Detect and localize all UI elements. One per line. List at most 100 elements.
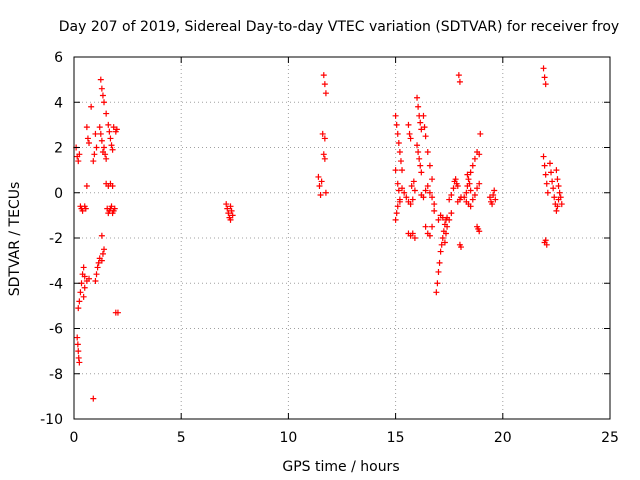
data-point (76, 298, 83, 305)
data-point (548, 169, 555, 176)
data-point (320, 151, 327, 158)
data-point (424, 149, 431, 156)
data-point (90, 158, 97, 165)
data-point (97, 130, 104, 137)
x-tick-label: 10 (279, 430, 297, 446)
data-point (93, 271, 100, 278)
data-point (410, 178, 417, 185)
data-point (320, 72, 327, 79)
data-point (435, 216, 442, 223)
data-point (450, 185, 457, 192)
data-point (80, 264, 87, 271)
data-point (429, 223, 436, 230)
data-point (399, 167, 406, 174)
data-point (476, 180, 483, 187)
data-point (490, 192, 497, 199)
data-point (103, 110, 110, 117)
x-axis-label: GPS time / hours (282, 459, 399, 475)
data-point (429, 194, 436, 201)
data-point (75, 158, 82, 165)
y-axis-label: SDTVAR / TECUs (7, 182, 23, 297)
data-point (421, 124, 428, 131)
data-point (99, 250, 106, 257)
data-point (83, 182, 90, 189)
data-point (492, 196, 499, 203)
data-point (108, 142, 115, 149)
data-point (113, 126, 120, 133)
data-point (74, 334, 81, 341)
data-point (396, 149, 403, 156)
data-point (84, 135, 91, 142)
data-point (98, 137, 105, 144)
data-point (74, 341, 81, 348)
data-point (108, 203, 115, 210)
data-point (411, 235, 418, 241)
data-point (541, 162, 548, 169)
data-point (94, 264, 101, 271)
data-point (544, 189, 551, 196)
data-point (396, 198, 403, 205)
data-point (429, 176, 436, 183)
data-point (76, 359, 83, 366)
data-point (408, 182, 415, 189)
data-point (102, 151, 109, 158)
y-tick-label: -2 (49, 231, 63, 247)
data-point (80, 293, 87, 300)
data-point (435, 268, 442, 275)
data-point (448, 192, 455, 199)
data-point (106, 128, 113, 135)
data-point (557, 194, 564, 201)
data-point (81, 273, 88, 280)
chart-title: Day 207 of 2019, Sidereal Day-to-day VTE… (59, 19, 619, 35)
data-point (401, 189, 408, 196)
y-tick-label: -8 (49, 367, 63, 383)
data-point (420, 112, 427, 119)
data-point (420, 194, 427, 201)
data-point (319, 130, 326, 137)
data-point (555, 182, 562, 189)
data-point (550, 185, 557, 192)
data-point (415, 149, 422, 156)
data-point (438, 241, 445, 248)
y-tick-label: 6 (54, 50, 63, 66)
data-point (411, 187, 418, 194)
data-point (98, 257, 105, 264)
data-point (551, 194, 558, 201)
data-point (394, 180, 401, 187)
data-point (407, 135, 414, 142)
data-point (554, 176, 561, 183)
data-point (491, 187, 498, 194)
data-point (542, 81, 549, 88)
data-point (542, 171, 549, 178)
data-point (321, 135, 328, 142)
data-point (556, 189, 563, 196)
data-point (467, 169, 474, 176)
y-tick-label: -4 (49, 276, 63, 292)
data-point (558, 201, 565, 208)
data-point (549, 178, 556, 185)
data-point (399, 185, 406, 192)
data-point (90, 395, 97, 402)
data-point (405, 121, 412, 128)
data-point (442, 230, 449, 237)
data-point (316, 182, 323, 189)
data-point (392, 216, 399, 223)
data-point (112, 309, 119, 316)
data-point (397, 158, 404, 165)
data-point (101, 144, 108, 151)
data-point (543, 180, 550, 187)
data-point (103, 155, 110, 162)
data-point (227, 216, 234, 223)
data-point (321, 81, 328, 88)
data-point (439, 235, 446, 241)
data-point (92, 277, 99, 284)
data-point (105, 121, 112, 128)
data-point (229, 212, 236, 219)
data-point (437, 248, 444, 255)
data-point (414, 94, 421, 101)
data-point (98, 85, 105, 92)
y-tick-label: 2 (54, 141, 63, 157)
data-point (553, 207, 560, 214)
data-point (318, 178, 325, 185)
